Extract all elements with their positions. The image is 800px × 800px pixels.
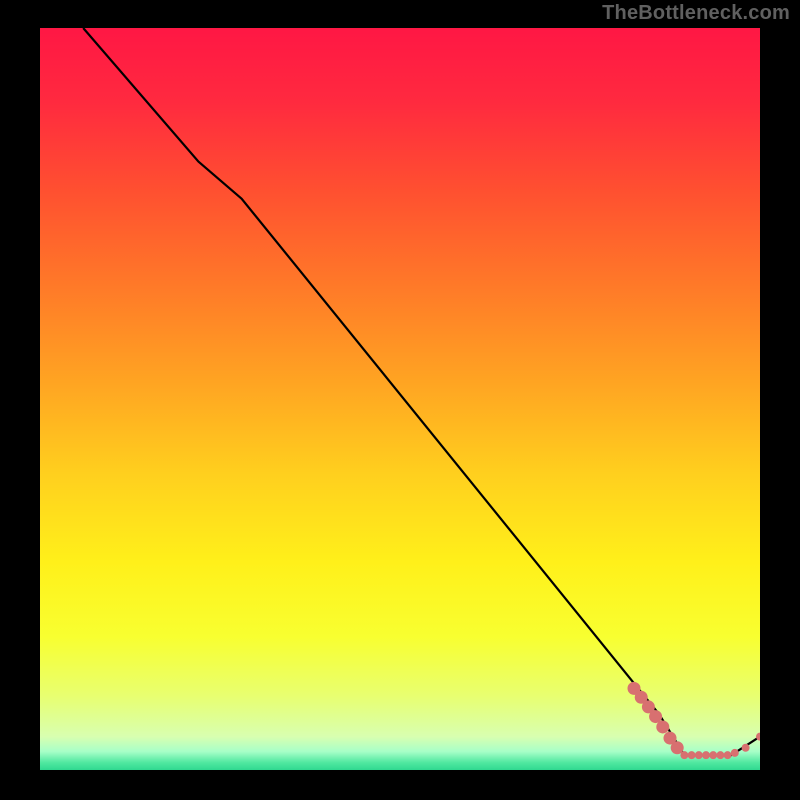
watermark-label: TheBottleneck.com	[602, 2, 790, 25]
data-marker	[742, 744, 750, 752]
data-marker	[656, 720, 669, 733]
data-marker	[702, 751, 710, 759]
plot-area	[40, 28, 760, 770]
data-marker	[731, 749, 739, 757]
chart-container: TheBottleneck.com	[0, 0, 800, 800]
data-marker	[680, 751, 688, 759]
data-marker	[724, 751, 732, 759]
gradient-background	[40, 28, 760, 770]
data-marker	[716, 751, 724, 759]
data-marker	[709, 751, 717, 759]
data-marker	[688, 751, 696, 759]
bottleneck-chart	[40, 28, 760, 770]
data-marker	[695, 751, 703, 759]
